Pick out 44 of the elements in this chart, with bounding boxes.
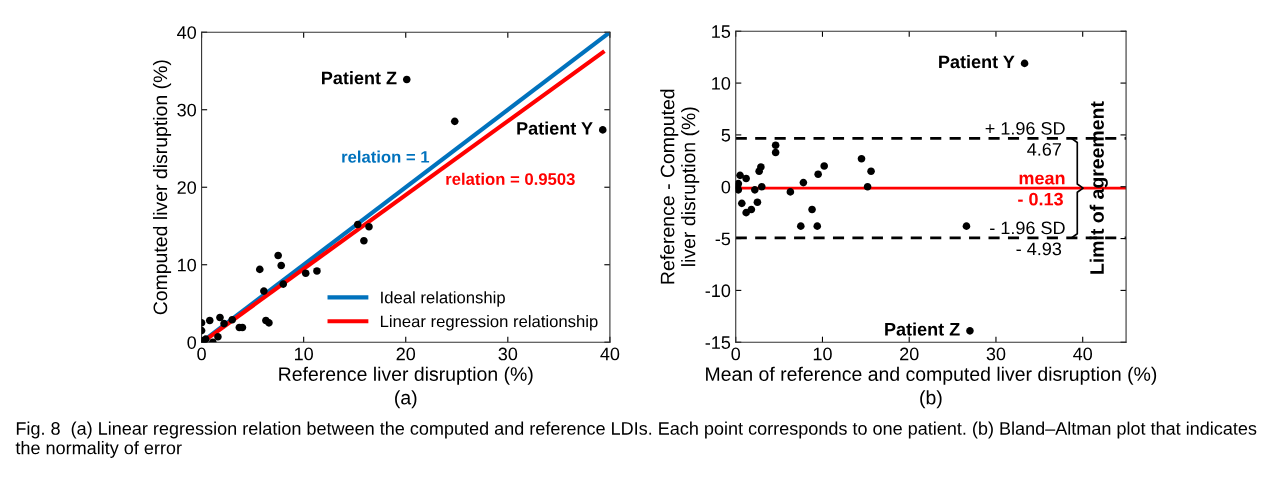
legend-label: Ideal relationship bbox=[381, 291, 505, 307]
text: (a) bbox=[395, 390, 417, 409]
x-tick-label: 10 bbox=[295, 347, 313, 361]
annotation: Limit of agreement bbox=[1089, 101, 1108, 274]
x-tick-label: 40 bbox=[600, 347, 620, 361]
annotation: relation = 0.9503 bbox=[446, 172, 575, 185]
y-tick-label: 10 bbox=[178, 258, 197, 272]
x-tick-label: 20 bbox=[396, 347, 416, 361]
y-tick-label: 0 bbox=[721, 180, 731, 194]
annotation: - 4.93 bbox=[1016, 242, 1062, 256]
y-tick-label: 5 bbox=[721, 129, 731, 142]
annotation: Patient Z bbox=[322, 71, 397, 85]
y-tick-label: -15 bbox=[705, 336, 731, 349]
x-tick-label: 0 bbox=[731, 347, 741, 361]
x-tick-label: 40 bbox=[1073, 347, 1093, 361]
annotation: 4.67 bbox=[1027, 142, 1061, 156]
annotation: Patient Y bbox=[517, 121, 593, 135]
y-tick-label: 10 bbox=[712, 77, 731, 90]
y-tick-label: 40 bbox=[177, 26, 197, 39]
x-tick-label: 30 bbox=[986, 347, 1006, 361]
x-tick-label: 20 bbox=[900, 347, 919, 361]
annotation: relation = 1 bbox=[342, 150, 430, 163]
y-tick-label: -5 bbox=[715, 232, 731, 246]
annotation: - 0.13 bbox=[1018, 192, 1063, 206]
x-tick-label: 0 bbox=[197, 347, 206, 361]
caption: Fig. 8 (a) Linear regression relation between the computed and reference LDIs. Each point corresponds to one patient. (b) Bland–Altman plot that indicates the normality of error bbox=[15, 421, 1257, 458]
annotation: Patient Y bbox=[939, 54, 1015, 69]
y-tick-label: 30 bbox=[177, 103, 197, 117]
x-tick-label: 30 bbox=[498, 347, 518, 361]
ref-line-label: - 1.96 SD bbox=[990, 221, 1065, 235]
ref-line-label: mean bbox=[1019, 174, 1065, 185]
y-tick-label: -10 bbox=[705, 284, 731, 298]
x-tick-label: 10 bbox=[813, 347, 832, 361]
text: (b) bbox=[920, 390, 942, 409]
y-tick-label: 20 bbox=[177, 181, 197, 194]
x-axis-title: Mean of reference and computed liver disruption (%) bbox=[706, 366, 1157, 385]
y-axis-title: Computed liver disruption (%) bbox=[152, 60, 172, 315]
y-tick-label: 15 bbox=[712, 25, 731, 38]
annotation: Patient Z bbox=[885, 322, 960, 336]
ref-line-label: + 1.96 SD bbox=[985, 121, 1065, 135]
legend-label: Linear regression relationship bbox=[380, 315, 598, 331]
y-tick-label: 0 bbox=[187, 336, 197, 349]
x-axis-title: Reference liver disruption (%) bbox=[279, 366, 533, 385]
y-axis-title: Reference - Computed liver disruption (%) bbox=[660, 89, 700, 284]
